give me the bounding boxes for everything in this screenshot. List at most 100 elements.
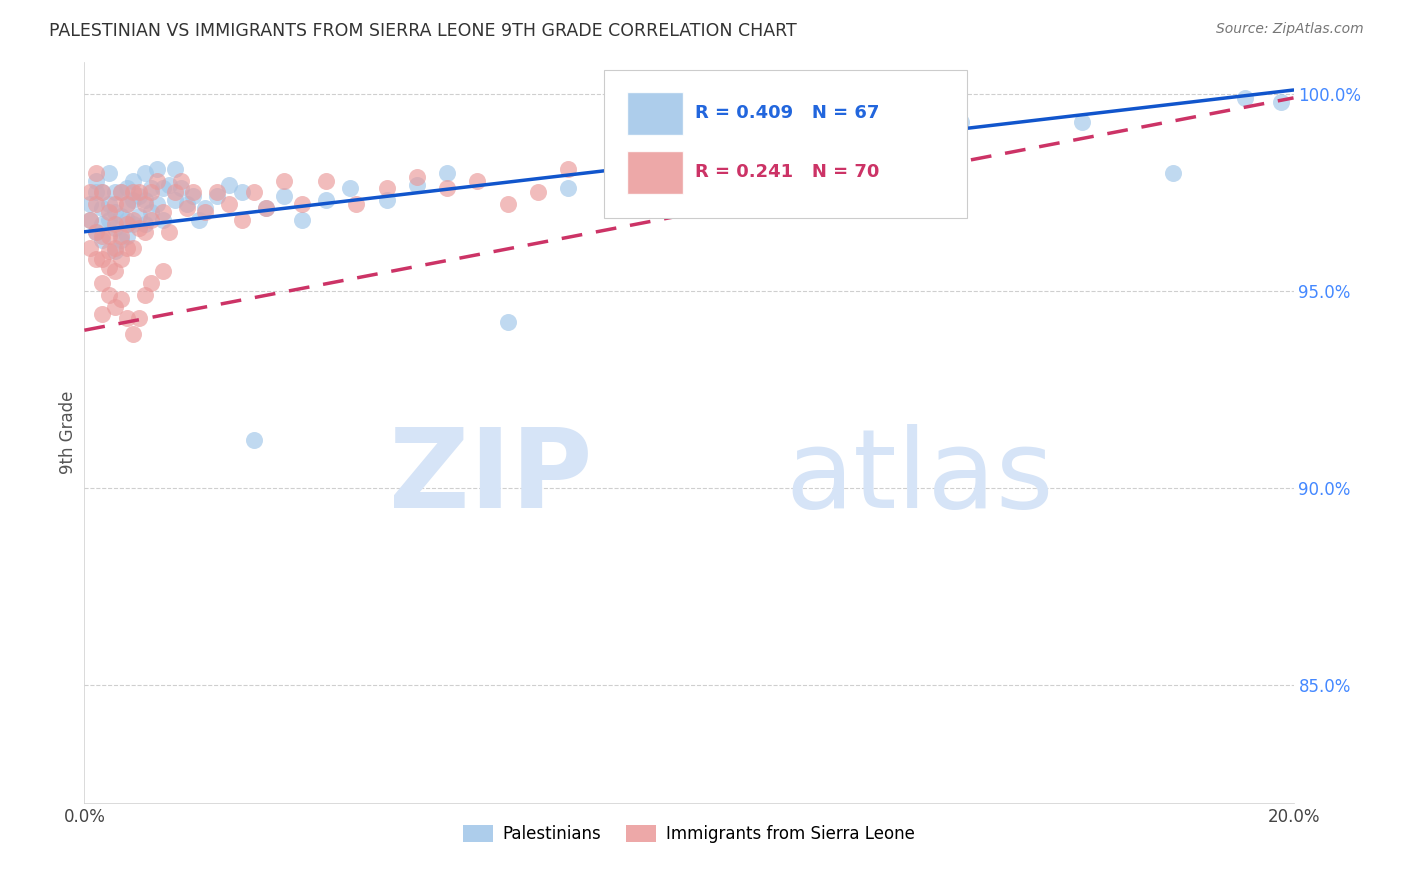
Point [139, 213, 162, 227]
Point [104, 186, 127, 200]
Point [110, 186, 132, 200]
Point [218, 197, 240, 211]
Point [97, 244, 120, 259]
Point [152, 181, 174, 195]
Point [86, 166, 108, 180]
Point [496, 315, 519, 329]
Point [110, 233, 132, 247]
Point [139, 276, 162, 290]
Point [115, 213, 138, 227]
Point [121, 217, 143, 231]
Point [134, 197, 156, 211]
Point [121, 327, 143, 342]
Point [375, 194, 398, 208]
Point [104, 197, 127, 211]
Point [97, 197, 120, 211]
Point [91, 228, 114, 243]
Point [121, 186, 143, 200]
Point [436, 166, 458, 180]
Point [110, 186, 132, 200]
Point [86, 186, 108, 200]
Legend: Palestinians, Immigrants from Sierra Leone: Palestinians, Immigrants from Sierra Leo… [456, 819, 922, 850]
Point [617, 186, 640, 200]
Point [134, 166, 156, 180]
Point [86, 197, 108, 211]
Point [110, 228, 132, 243]
Point [165, 186, 187, 200]
Point [110, 209, 132, 223]
Point [242, 186, 264, 200]
Point [176, 201, 198, 215]
Point [467, 173, 489, 187]
Point [97, 228, 120, 243]
Point [104, 205, 127, 219]
Point [121, 173, 143, 187]
Point [1234, 91, 1257, 105]
Point [115, 311, 138, 326]
Point [115, 217, 138, 231]
Point [86, 225, 108, 239]
Point [436, 181, 458, 195]
Point [134, 225, 156, 239]
Point [134, 217, 156, 231]
Point [91, 252, 114, 267]
Point [91, 186, 114, 200]
Point [110, 292, 132, 306]
Point [152, 205, 174, 219]
Point [165, 194, 187, 208]
Point [104, 241, 127, 255]
Point [104, 264, 127, 278]
Point [86, 252, 108, 267]
Point [315, 173, 337, 187]
Point [91, 217, 114, 231]
Point [157, 225, 180, 239]
Point [128, 189, 150, 203]
Point [231, 186, 253, 200]
Point [406, 178, 429, 192]
Point [110, 252, 132, 267]
Point [557, 181, 579, 195]
FancyBboxPatch shape [605, 70, 967, 218]
FancyBboxPatch shape [627, 92, 683, 135]
Text: atlas: atlas [786, 424, 1054, 531]
Point [152, 264, 174, 278]
Point [339, 181, 361, 195]
Point [86, 225, 108, 239]
Point [97, 260, 120, 275]
Point [104, 244, 127, 259]
Point [181, 189, 204, 203]
FancyBboxPatch shape [627, 152, 683, 194]
Point [678, 161, 700, 176]
Text: R = 0.241   N = 70: R = 0.241 N = 70 [695, 163, 879, 181]
Point [738, 134, 761, 148]
Point [79, 186, 101, 200]
Point [830, 126, 852, 140]
Point [254, 201, 277, 215]
Point [242, 434, 264, 448]
Point [97, 205, 120, 219]
Text: PALESTINIAN VS IMMIGRANTS FROM SIERRA LEONE 9TH GRADE CORRELATION CHART: PALESTINIAN VS IMMIGRANTS FROM SIERRA LE… [49, 22, 797, 40]
Point [406, 169, 429, 184]
Point [496, 197, 519, 211]
Point [346, 197, 368, 211]
Point [194, 201, 217, 215]
Point [121, 241, 143, 255]
Point [254, 201, 277, 215]
Point [79, 213, 101, 227]
Point [527, 186, 550, 200]
Point [91, 233, 114, 247]
Point [165, 161, 187, 176]
Point [231, 213, 253, 227]
Point [128, 186, 150, 200]
Point [146, 197, 169, 211]
Point [152, 213, 174, 227]
Point [79, 213, 101, 227]
Point [188, 213, 211, 227]
Point [218, 178, 240, 192]
Point [79, 241, 101, 255]
Point [139, 186, 162, 200]
Y-axis label: 9th Grade: 9th Grade [59, 391, 77, 475]
Point [79, 197, 101, 211]
Point [273, 189, 295, 203]
Point [104, 220, 127, 235]
